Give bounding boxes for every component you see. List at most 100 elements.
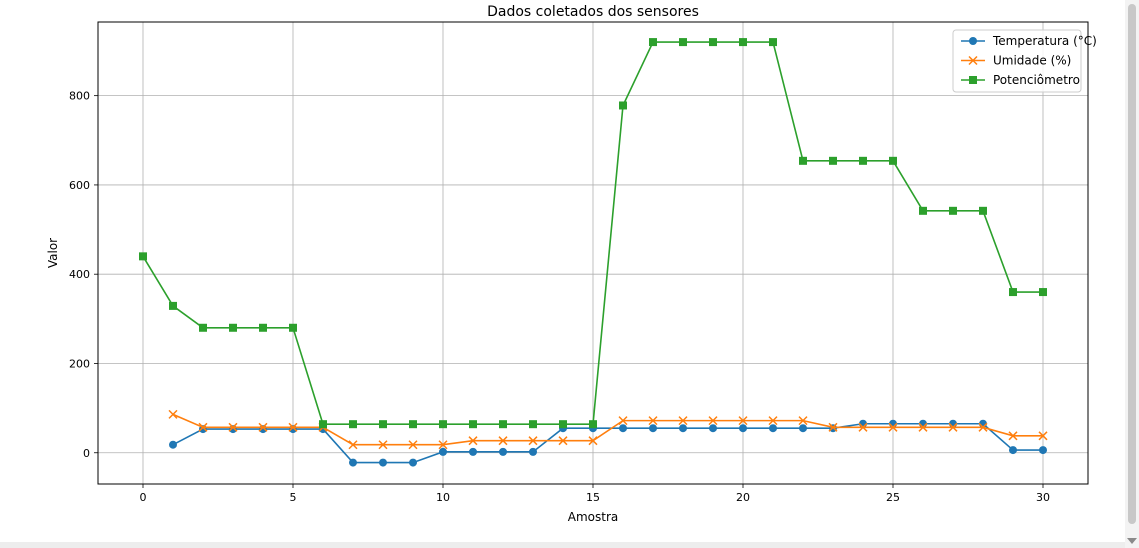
series-group (139, 38, 1047, 429)
y-tick-label: 400 (69, 268, 90, 281)
series-line (172, 422, 1043, 464)
series-line (172, 413, 1043, 446)
x-tick-label: 10 (436, 491, 450, 504)
data-point-square (889, 156, 897, 165)
data-point-square (859, 156, 867, 165)
data-point-square (679, 38, 687, 47)
vertical-scrollbar[interactable] (1125, 0, 1139, 548)
data-point-circle (1009, 446, 1017, 455)
data-point-square (769, 38, 777, 47)
y-tick-label: 200 (69, 357, 90, 370)
data-point-x (168, 409, 178, 419)
data-point-square (949, 206, 957, 215)
data-point-x (348, 440, 358, 450)
data-point-square (829, 156, 837, 165)
data-point-square (409, 420, 417, 429)
legend-label: Potenciômetro (993, 73, 1080, 87)
data-point-x (378, 440, 388, 450)
x-tick-label: 25 (886, 491, 900, 504)
data-point-circle (499, 447, 507, 456)
data-point-square (619, 101, 627, 110)
data-point-square (799, 156, 807, 165)
x-axis-label: Amostra (568, 510, 618, 524)
data-point-x (498, 436, 508, 446)
data-point-circle (969, 37, 977, 45)
y-tick-label: 600 (69, 179, 90, 192)
data-point-square (289, 323, 297, 332)
y-axis-label: Valor (46, 238, 60, 268)
series-group (169, 419, 1047, 467)
data-point-square (919, 206, 927, 215)
series-layer (139, 38, 1048, 467)
data-point-x (978, 422, 988, 432)
data-point-square (169, 301, 177, 310)
data-point-circle (469, 447, 477, 456)
data-point-x (198, 422, 208, 432)
data-point-circle (349, 458, 357, 467)
data-point-square (979, 206, 987, 215)
data-point-circle (379, 458, 387, 467)
data-point-circle (619, 424, 627, 433)
data-point-circle (529, 447, 537, 456)
data-point-square (709, 38, 717, 47)
legend-item: Potenciômetro (961, 73, 1080, 87)
grid-lines (98, 22, 1088, 484)
y-tick-label: 800 (69, 90, 90, 103)
data-point-square (229, 323, 237, 332)
data-point-x (408, 440, 418, 450)
data-point-square (589, 420, 597, 429)
x-tick-label: 30 (1036, 491, 1050, 504)
data-point-x (438, 440, 448, 450)
data-point-square (969, 76, 977, 84)
data-point-x (588, 436, 598, 446)
data-point-square (739, 38, 747, 47)
data-point-x (258, 422, 268, 432)
data-point-circle (649, 424, 657, 433)
data-point-x (288, 422, 298, 432)
y-tick-label: 0 (83, 447, 90, 460)
x-tick-label: 15 (586, 491, 600, 504)
data-point-x (768, 416, 778, 426)
data-point-x (858, 422, 868, 432)
data-point-circle (769, 424, 777, 433)
legend-item: Umidade (%) (961, 54, 1071, 68)
data-point-square (1009, 288, 1017, 297)
data-point-x (828, 422, 838, 432)
data-point-square (1039, 288, 1047, 297)
data-point-square (499, 420, 507, 429)
data-point-square (349, 420, 357, 429)
data-point-x (1008, 431, 1018, 441)
x-tick-label: 0 (140, 491, 147, 504)
chart-title: Dados coletados dos sensores (487, 4, 699, 20)
data-point-x (1038, 431, 1048, 441)
bottom-edge-bar (0, 542, 1125, 548)
x-tick-label: 20 (736, 491, 750, 504)
scrollbar-thumb[interactable] (1128, 4, 1136, 524)
data-point-square (559, 420, 567, 429)
data-point-x (968, 55, 978, 66)
data-point-x (918, 422, 928, 432)
data-point-circle (439, 447, 447, 456)
data-point-x (738, 416, 748, 426)
data-point-square (139, 252, 147, 261)
legend-label: Temperatura (°C) (992, 34, 1097, 48)
data-point-x (528, 436, 538, 446)
data-point-square (649, 38, 657, 47)
data-point-x (228, 422, 238, 432)
data-point-circle (169, 440, 177, 449)
x-tick-label: 5 (290, 491, 297, 504)
data-point-square (259, 323, 267, 332)
legend-box (952, 29, 1082, 93)
data-point-circle (679, 424, 687, 433)
data-point-square (469, 420, 477, 429)
data-point-x (708, 416, 718, 426)
scroll-down-arrow-icon[interactable] (1127, 538, 1137, 544)
data-point-square (529, 420, 537, 429)
legend: Temperatura (°C) Umidade (%) Potenciômetro (952, 29, 1097, 93)
data-point-square (319, 420, 327, 429)
x-axis-ticks: 0 5 10 15 20 25 30 (140, 484, 1050, 504)
data-point-x (468, 436, 478, 446)
data-point-x (888, 422, 898, 432)
legend-label: Umidade (%) (993, 54, 1071, 68)
